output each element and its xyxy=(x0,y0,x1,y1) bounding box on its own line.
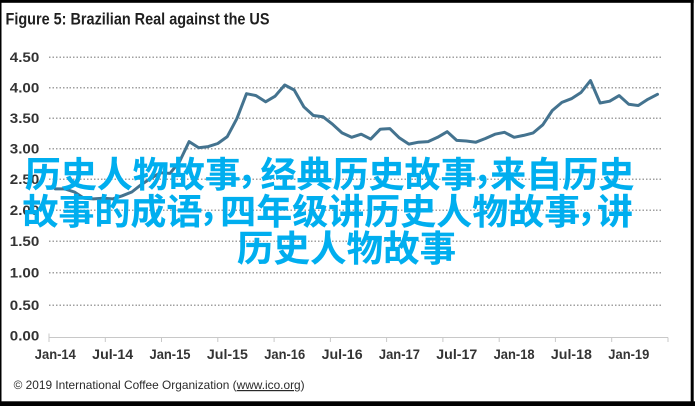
svg-text:Jul-16: Jul-16 xyxy=(322,346,363,362)
svg-text:Jan-19: Jan-19 xyxy=(608,346,649,362)
svg-text:Figure 5: Brazilian Real again: Figure 5: Brazilian Real against the US xyxy=(6,10,270,28)
svg-text:Jan-14: Jan-14 xyxy=(35,346,76,362)
svg-text:2.50: 2.50 xyxy=(10,171,40,187)
svg-text:1.50: 1.50 xyxy=(10,233,40,249)
svg-text:3.50: 3.50 xyxy=(10,110,40,126)
svg-text:1.00: 1.00 xyxy=(10,264,40,280)
svg-text:Jan-15: Jan-15 xyxy=(150,346,191,362)
svg-text:0.50: 0.50 xyxy=(10,297,40,313)
svg-text:Jan-17: Jan-17 xyxy=(379,346,420,362)
svg-text:Jan-16: Jan-16 xyxy=(264,346,305,362)
svg-text:4.00: 4.00 xyxy=(10,79,40,95)
svg-text:© 2019 International Coffee Or: © 2019 International Coffee Organization… xyxy=(14,378,305,392)
svg-text:4.50: 4.50 xyxy=(10,49,40,65)
svg-text:Jul-15: Jul-15 xyxy=(207,346,248,362)
svg-text:Jan-18: Jan-18 xyxy=(494,346,535,362)
svg-text:3.00: 3.00 xyxy=(10,140,40,156)
svg-text:0.00: 0.00 xyxy=(10,328,40,344)
svg-text:Jul-17: Jul-17 xyxy=(436,346,477,362)
svg-text:Jul-14: Jul-14 xyxy=(92,346,133,362)
svg-text:Jul-18: Jul-18 xyxy=(551,346,592,362)
